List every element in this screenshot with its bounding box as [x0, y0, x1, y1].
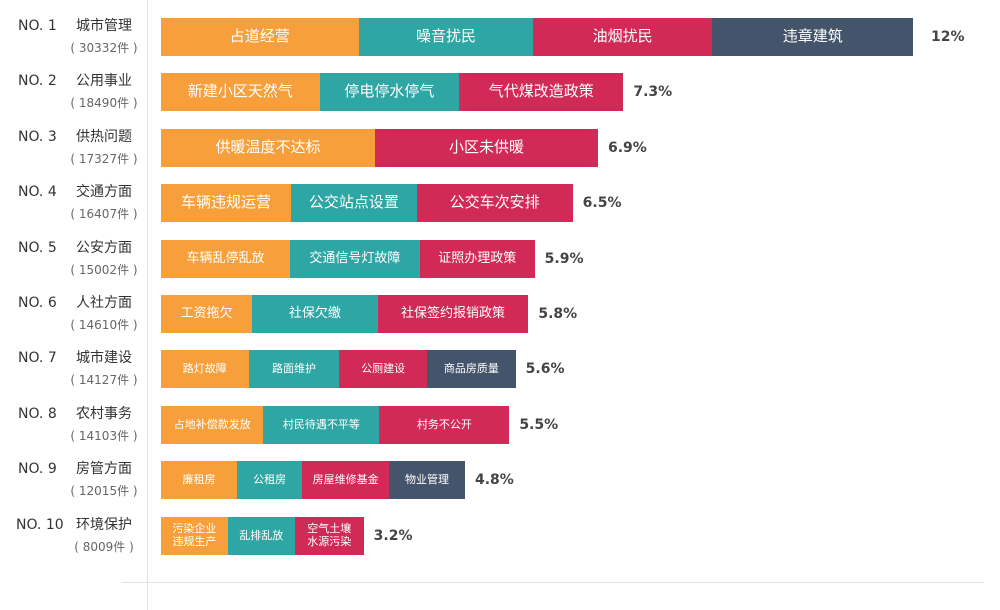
stacked-bar: 供暖温度不达标 小区未供暖: [161, 129, 598, 167]
percent-label: 5.8%: [538, 306, 578, 322]
stacked-bar: 路灯故障 路面维护 公厕建设 商品房质量: [161, 350, 516, 388]
count-label: ( 8009件 ): [74, 540, 134, 554]
bar-segment: 气代煤改造政策: [459, 73, 624, 111]
percent-label: 7.3%: [633, 84, 673, 100]
count-label: ( 15002件 ): [70, 263, 138, 277]
rank-label: NO. 8: [18, 406, 57, 422]
category-label: 房管方面: [76, 461, 132, 477]
bar-row: NO. 9 房管方面 ( 12015件 ) 廉租房 公租房 房屋维修基金 物业管理 4.8%: [0, 461, 1000, 531]
count-label: ( 16407件 ): [70, 207, 138, 221]
bar-segment: 小区未供暖: [375, 129, 598, 167]
percent-label: 4.8%: [475, 472, 514, 488]
percent-label: 12%: [931, 29, 965, 45]
bar-segment: 公交站点设置: [291, 184, 417, 222]
bar-segment: 公交车次安排: [416, 184, 573, 222]
bar-row: NO. 7 城市建设 ( 14127件 ) 路灯故障 路面维护 公厕建设 商品房质量 5.6%: [0, 350, 1000, 420]
category-label: 交通方面: [76, 184, 132, 200]
bar-row: NO. 1 城市管理 ( 30332件 ) 占道经营 噪音扰民 油烟扰民 违章建筑 12%: [0, 18, 1000, 88]
stacked-bar: 工资拖欠 社保欠缴 社保签约报销政策: [161, 295, 529, 333]
rank-label: NO. 4: [18, 184, 57, 200]
stacked-bar: 新建小区天然气 停电停水停气 气代煤改造政策: [161, 73, 624, 111]
category-label: 供热问题: [76, 129, 132, 145]
count-label: ( 14103件 ): [70, 429, 138, 443]
bar-segment: 村务不公开: [379, 406, 510, 444]
bar-segment: 路面维护: [248, 350, 340, 388]
stacked-bar: 占地补偿款发放 村民待遇不平等 村务不公开: [161, 406, 510, 444]
percent-label: 6.5%: [582, 195, 622, 211]
rank-label: NO. 9: [18, 461, 57, 477]
bar-segment: 空气土壤 水源污染: [294, 517, 364, 555]
category-label: 公安方面: [76, 240, 132, 256]
bar-segment: 违章建筑: [712, 18, 914, 56]
bar-segment: 社保欠缴: [252, 295, 378, 333]
bar-segment: 廉租房: [161, 461, 237, 499]
bar-row: NO. 6 人社方面 ( 14610件 ) 工资拖欠 社保欠缴 社保签约报销政策 5.8%: [0, 295, 1000, 365]
bar-segment: 噪音扰民: [358, 18, 534, 56]
percent-label: 3.2%: [373, 528, 413, 544]
rank-label: NO. 5: [18, 240, 57, 256]
rank-label: NO. 6: [18, 295, 57, 311]
category-label: 公用事业: [76, 73, 132, 89]
bar-segment: 新建小区天然气: [161, 73, 320, 111]
percent-label: 5.6%: [525, 361, 565, 377]
bar-segment: 乱排乱放: [227, 517, 295, 555]
count-label: ( 17327件 ): [70, 152, 138, 166]
count-label: ( 18490件 ): [70, 96, 138, 110]
bar-segment: 工资拖欠: [161, 295, 253, 333]
bar-segment: 车辆违规运营: [161, 184, 292, 222]
count-label: ( 12015件 ): [70, 484, 138, 498]
bar-segment: 占道经营: [161, 18, 359, 56]
bar-segment: 停电停水停气: [319, 73, 460, 111]
x-axis-line: [122, 582, 984, 583]
rank-label: NO. 7: [18, 350, 57, 366]
bar-segment: 交通信号灯故障: [289, 240, 420, 278]
bar-segment: 房屋维修基金: [302, 461, 389, 499]
stacked-bar: 占道经营 噪音扰民 油烟扰民 违章建筑: [161, 18, 921, 56]
rank-label: NO. 10: [16, 517, 64, 533]
bar-row: NO. 5 公安方面 ( 15002件 ) 车辆乱停乱放 交通信号灯故障 证照办理政策 5.…: [0, 240, 1000, 310]
count-label: ( 14127件 ): [70, 373, 138, 387]
category-label: 人社方面: [76, 295, 132, 311]
bar-segment: 公租房: [237, 461, 303, 499]
bar-row: NO. 3 供热问题 ( 17327件 ) 供暖温度不达标 小区未供暖 6.9%: [0, 129, 1000, 199]
category-label: 城市建设: [76, 350, 132, 366]
count-label: ( 14610件 ): [70, 318, 138, 332]
rank-label: NO. 3: [18, 129, 57, 145]
bar-segment: 油烟扰民: [533, 18, 712, 56]
bar-segment: 公厕建设: [339, 350, 427, 388]
bar-row: NO. 2 公用事业 ( 18490件 ) 新建小区天然气 停电停水停气 气代煤改造政策 7…: [0, 73, 1000, 143]
category-label: 农村事务: [76, 406, 132, 422]
stacked-bar: 车辆违规运营 公交站点设置 公交车次安排: [161, 184, 573, 222]
bar-segment: 村民待遇不平等: [263, 406, 380, 444]
bar-segment: 路灯故障: [161, 350, 249, 388]
category-label: 环境保护: [76, 517, 132, 533]
bar-segment: 商品房质量: [427, 350, 516, 388]
bar-segment: 社保签约报销政策: [377, 295, 529, 333]
bar-segment: 物业管理: [389, 461, 465, 499]
bar-row: NO. 10 环境保护 ( 8009件 ) 污染企业 违规生产 乱排乱放 空气土壤 水源污…: [0, 517, 1000, 587]
count-label: ( 30332件 ): [70, 41, 138, 55]
percent-label: 6.9%: [608, 140, 647, 156]
rank-label: NO. 2: [18, 73, 57, 89]
bar-segment: 占地补偿款发放: [161, 406, 264, 444]
stacked-bar: 污染企业 违规生产 乱排乱放 空气土壤 水源污染: [161, 517, 364, 555]
category-label: 城市管理: [76, 18, 132, 34]
bar-segment: 车辆乱停乱放: [161, 240, 290, 278]
bar-row: NO. 8 农村事务 ( 14103件 ) 占地补偿款发放 村民待遇不平等 村务不公开 5.…: [0, 406, 1000, 476]
rank-label: NO. 1: [18, 18, 57, 34]
y-axis-line: [147, 0, 148, 610]
bar-segment: 污染企业 违规生产: [161, 517, 228, 555]
bar-segment: 供暖温度不达标: [161, 129, 376, 167]
bar-segment: 证照办理政策: [419, 240, 535, 278]
percent-label: 5.5%: [519, 417, 559, 433]
stacked-bar: 廉租房 公租房 房屋维修基金 物业管理: [161, 461, 465, 499]
bar-row: NO. 4 交通方面 ( 16407件 ) 车辆违规运营 公交站点设置 公交车次安排 6.5…: [0, 184, 1000, 254]
stacked-bar: 车辆乱停乱放 交通信号灯故障 证照办理政策: [161, 240, 535, 278]
percent-label: 5.9%: [544, 251, 584, 267]
